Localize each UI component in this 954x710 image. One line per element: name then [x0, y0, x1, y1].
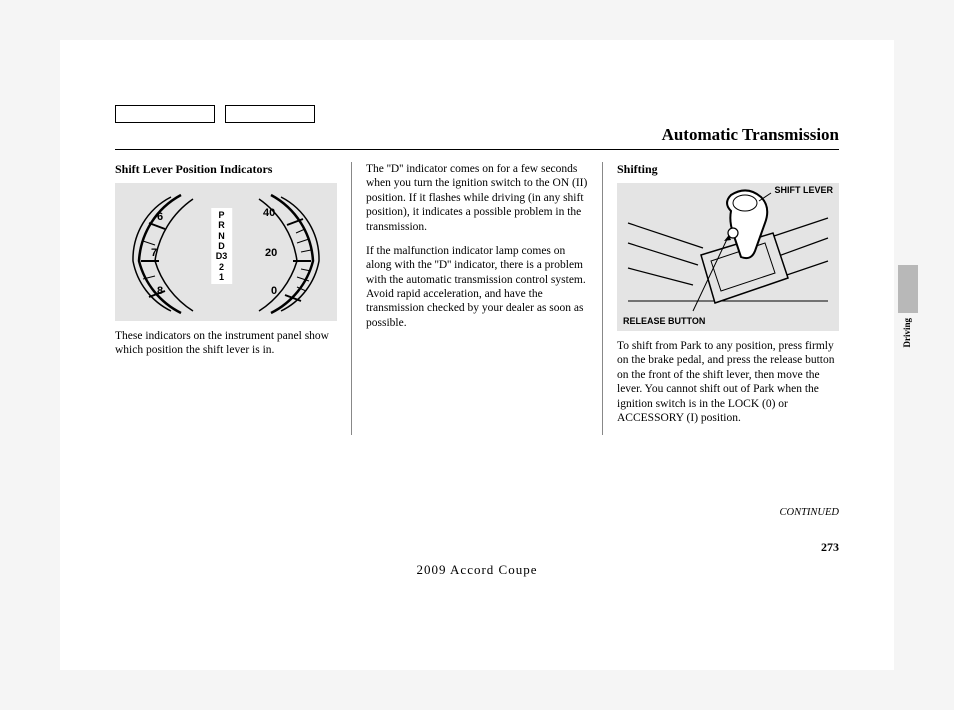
col1-subhead: Shift Lever Position Indicators	[115, 162, 337, 177]
gauge-left-8: 8	[157, 285, 163, 299]
column-3: Shifting	[603, 162, 839, 435]
col2-para2: If the malfunction indicator lamp comes …	[366, 244, 588, 330]
pos-r: R	[216, 220, 228, 230]
pos-1: 1	[216, 272, 228, 282]
gauge-left-6: 6	[157, 211, 163, 225]
section-tab	[898, 265, 918, 313]
page-title: Automatic Transmission	[662, 125, 839, 144]
gauge-right-0: 0	[271, 285, 277, 299]
gauge-right-40: 40	[263, 207, 275, 221]
pos-d3: D3	[216, 251, 228, 261]
col3-para1: To shift from Park to any position, pres…	[617, 339, 839, 425]
shifter-figure: SHIFT LEVER RELEASE BUTTON	[617, 183, 839, 331]
gauge-right-20: 20	[265, 247, 277, 261]
header-row: Automatic Transmission	[115, 125, 839, 150]
placeholder-box-2	[225, 105, 315, 123]
column-1: Shift Lever Position Indicators	[115, 162, 352, 435]
pos-n: N	[216, 231, 228, 241]
pos-d: D	[216, 241, 228, 251]
footer-model: 2009 Accord Coupe	[60, 562, 894, 578]
page-number: 273	[821, 540, 839, 555]
col3-subhead: Shifting	[617, 162, 839, 177]
gauge-left-7: 7	[151, 247, 157, 261]
column-2: The ''D'' indicator comes on for a few s…	[352, 162, 603, 435]
pos-p: P	[216, 210, 228, 220]
section-tab-label: Driving	[902, 318, 912, 348]
shift-lever-icon	[617, 183, 839, 331]
col2-para1: The ''D'' indicator comes on for a few s…	[366, 162, 588, 234]
release-button-label: RELEASE BUTTON	[623, 316, 705, 327]
manual-page: Automatic Transmission Shift Lever Posit…	[60, 40, 894, 670]
shift-position-list: P R N D D3 2 1	[211, 208, 233, 284]
col1-para1: These indicators on the instrument panel…	[115, 329, 337, 358]
pos-2: 2	[216, 262, 228, 272]
shift-lever-label: SHIFT LEVER	[774, 185, 833, 196]
gauge-figure: 6 7 8 40 20 0 P R N D D3 2 1	[115, 183, 337, 321]
content-columns: Shift Lever Position Indicators	[115, 162, 839, 435]
continued-label: CONTINUED	[779, 507, 839, 518]
placeholder-box-1	[115, 105, 215, 123]
top-placeholder-boxes	[115, 105, 315, 123]
